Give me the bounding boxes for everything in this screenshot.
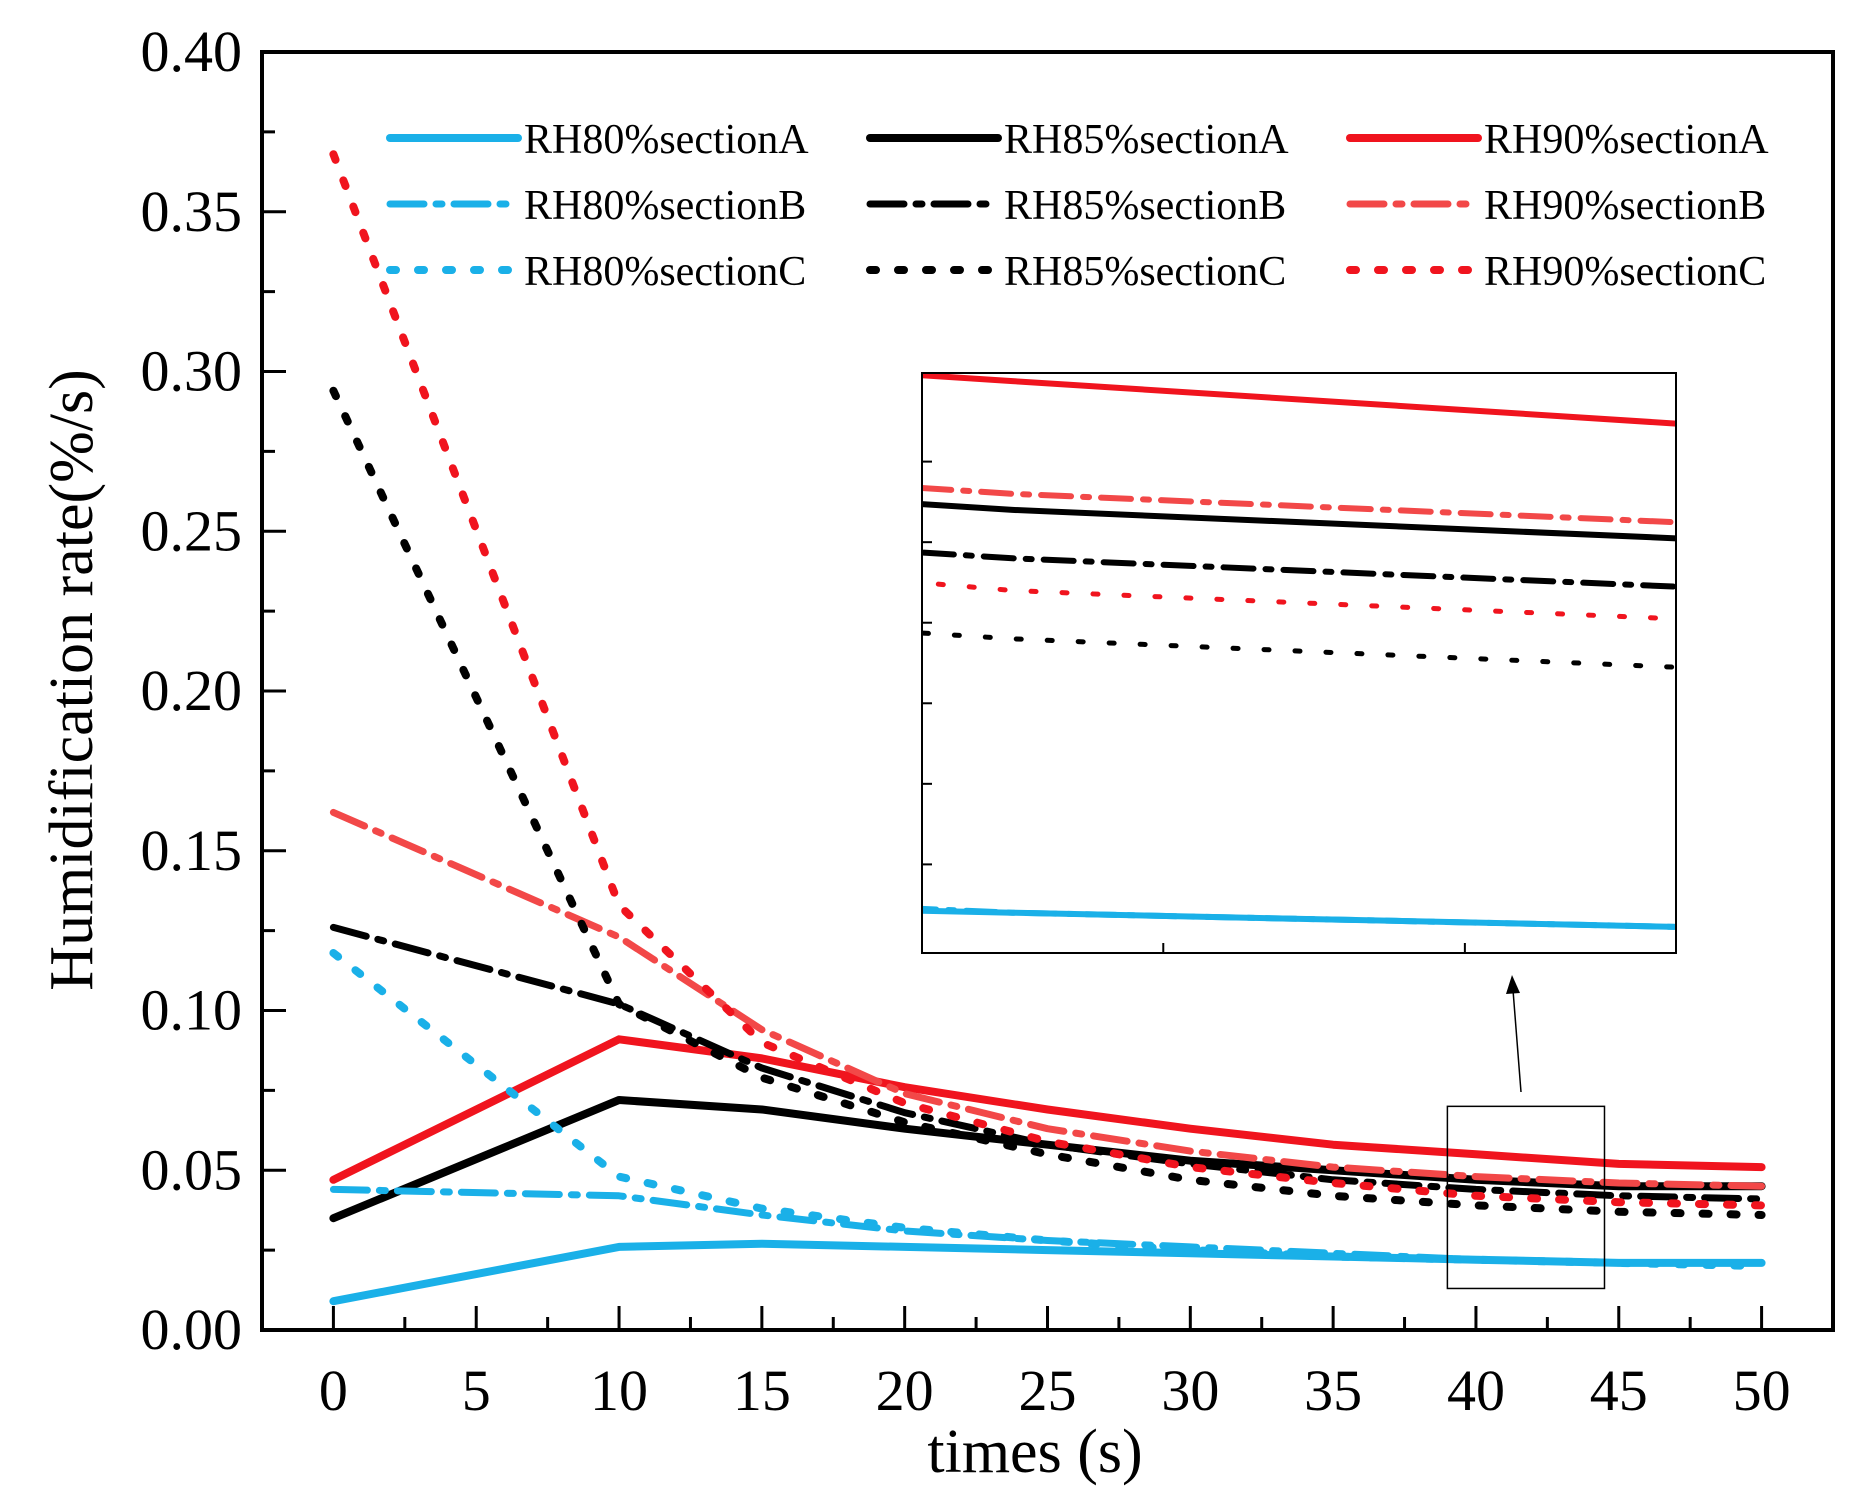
- legend-label-rh90sectionb: RH90%sectionB: [1484, 183, 1766, 229]
- series-line-rh90sectionb: [329, 808, 1766, 1190]
- legend-label-rh80sectiona: RH80%sectionA: [524, 117, 809, 163]
- inset-series-line-rh85sectionb: [922, 549, 1676, 590]
- series-line-rh90sectionc: [329, 150, 1766, 1210]
- legend-label-rh90sectionc: RH90%sectionC: [1484, 249, 1766, 295]
- inset-series-line-rh90sectiona: [922, 373, 1676, 427]
- inset-series-line-rh90sectionb: [922, 484, 1676, 526]
- inset-series-line-rh80sectionb: [922, 905, 1676, 930]
- series-line-rh90sectiona: [329, 1035, 1766, 1184]
- y-tick-label: 0.10: [141, 978, 243, 1043]
- inset-series-layer: [922, 373, 1676, 930]
- x-tick-label: 10: [590, 1358, 648, 1423]
- x-tick-label: 45: [1590, 1358, 1648, 1423]
- x-tick-label: 40: [1447, 1358, 1505, 1423]
- series-line-rh85sectionc: [329, 386, 1766, 1219]
- x-axis-title: times (s): [927, 1418, 1142, 1486]
- inset-chart: [921, 372, 1677, 954]
- x-tick-label: 30: [1161, 1358, 1219, 1423]
- legend: RH80%sectionA RH85%sectionA RH90%sectionA R…: [386, 117, 1769, 295]
- y-tick-label: 0.30: [141, 339, 243, 404]
- x-tick-label: 15: [733, 1358, 791, 1423]
- y-tick-label: 0.05: [141, 1137, 243, 1202]
- y-tick-label: 0.25: [141, 498, 243, 563]
- y-tick-label: 0.35: [141, 179, 243, 244]
- inset-frame: [921, 372, 1677, 954]
- x-tick-label: 0: [319, 1358, 348, 1423]
- x-tick-label: 20: [876, 1358, 934, 1423]
- legend-label-rh85sectionc: RH85%sectionC: [1004, 249, 1286, 295]
- x-tick-label: 35: [1304, 1358, 1362, 1423]
- x-tick-label: 50: [1733, 1358, 1791, 1423]
- y-tick-label: 0.40: [141, 19, 243, 84]
- legend-label-rh85sectiona: RH85%sectionA: [1004, 117, 1289, 163]
- axes-layer: 0 5 10 15 20 25 30 35 40 45 50 0.00 0.05 0.10 0.15 0.20…: [141, 19, 1835, 1423]
- y-tick-label: 0.00: [141, 1297, 243, 1362]
- zoom-arrow-head: [1506, 975, 1520, 994]
- series-line-rh80sectionc: [329, 949, 1766, 1271]
- legend-label-rh80sectionb: RH80%sectionB: [524, 183, 806, 229]
- legend-label-rh90sectiona: RH90%sectionA: [1484, 117, 1769, 163]
- y-axis-title: Humidification rate(%/s): [38, 369, 106, 991]
- series-layer: [329, 150, 1766, 1306]
- legend-label-rh80sectionc: RH80%sectionC: [524, 249, 806, 295]
- y-tick-label: 0.20: [141, 658, 243, 723]
- zoom-layer: [1446, 975, 1606, 1290]
- inset-background: [922, 373, 1676, 953]
- zoom-region-box: [1446, 1105, 1606, 1290]
- inset-series-line-rh85sectionc: [922, 630, 1676, 670]
- x-tick-label: 5: [462, 1358, 491, 1423]
- y-tick-label: 0.15: [141, 818, 243, 883]
- legend-label-rh85sectionb: RH85%sectionB: [1004, 183, 1286, 229]
- x-tick-label: 25: [1019, 1358, 1077, 1423]
- zoom-arrow-line: [1512, 989, 1522, 1093]
- inset-series-line-rh85sectiona: [922, 501, 1676, 542]
